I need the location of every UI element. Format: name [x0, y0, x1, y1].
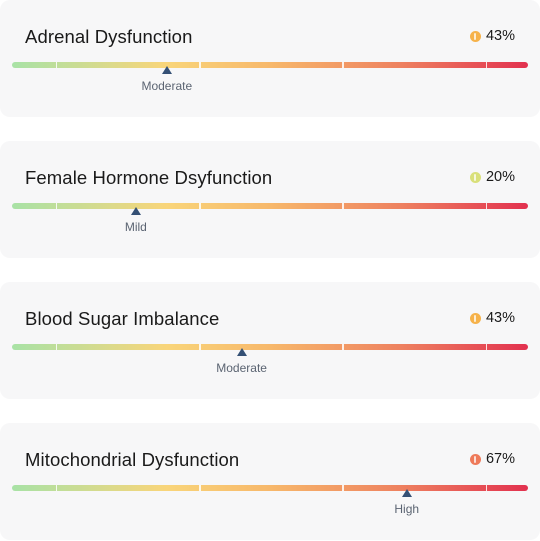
risk-card-mitochondrial: Mitochondrial Dysfunction 67% High [0, 423, 540, 540]
severity-segment-divider [199, 62, 201, 68]
severity-segment-divider [485, 203, 488, 209]
info-circle-icon [469, 453, 481, 465]
risk-card-blood-sugar: Blood Sugar Imbalance 43% Moderate [0, 282, 540, 399]
severity-level-label: High [394, 502, 420, 516]
score-display: 43% [469, 28, 515, 44]
severity-segment-divider [199, 203, 201, 209]
score-value: 43% [485, 310, 515, 326]
score-display: 20% [469, 169, 515, 185]
risk-card-adrenal: Adrenal Dysfunction 43% Moderate [0, 0, 540, 117]
score-display: 43% [469, 310, 515, 326]
severity-marker-triangle [161, 66, 172, 74]
card-title: Blood Sugar Imbalance [25, 308, 220, 329]
severity-segment-divider [485, 62, 488, 68]
severity-segment-divider [485, 344, 488, 350]
severity-segment-divider [342, 344, 344, 350]
severity-marker-triangle [236, 348, 247, 356]
severity-gradient-bar [12, 203, 528, 209]
severity-gradient-bar [12, 485, 528, 491]
score-value: 67% [485, 451, 515, 467]
card-title: Mitochondrial Dysfunction [25, 449, 240, 470]
severity-level-label: Moderate [216, 361, 267, 375]
severity-level-label: Mild [124, 220, 147, 234]
severity-gradient-bar [12, 62, 528, 68]
severity-segment-divider [199, 485, 201, 491]
score-value: 20% [485, 169, 515, 185]
severity-marker-triangle [401, 489, 412, 497]
severity-marker-triangle [130, 207, 141, 215]
severity-segment-divider [55, 344, 58, 350]
severity-level-label: Moderate [141, 79, 193, 93]
score-value: 43% [485, 28, 515, 44]
severity-segment-divider [55, 203, 58, 209]
info-circle-icon [469, 312, 481, 324]
score-display: 67% [469, 451, 515, 467]
card-title: Adrenal Dysfunction [25, 26, 193, 47]
risk-card-female-hormone: Female Hormone Dsyfunction 20% Mild [0, 141, 540, 258]
info-circle-icon [469, 171, 481, 183]
severity-segment-divider [485, 485, 488, 491]
severity-segment-divider [55, 485, 58, 491]
severity-segment-divider [199, 344, 201, 350]
severity-segment-divider [342, 203, 344, 209]
card-title: Female Hormone Dsyfunction [25, 167, 273, 188]
severity-segment-divider [55, 62, 58, 68]
severity-segment-divider [342, 485, 344, 491]
severity-gradient-bar [12, 344, 528, 350]
info-circle-icon [469, 30, 481, 42]
severity-segment-divider [342, 62, 344, 68]
